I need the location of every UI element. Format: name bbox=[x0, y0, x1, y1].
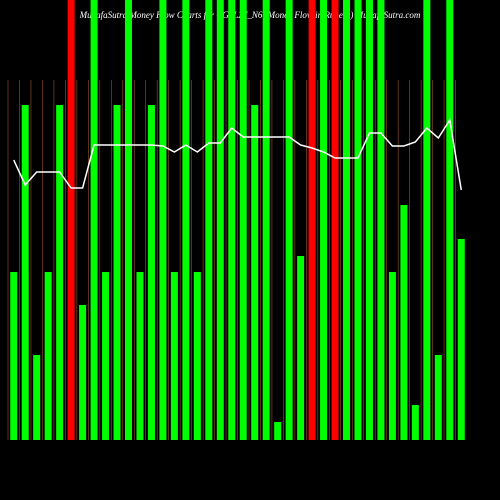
bar bbox=[159, 0, 167, 440]
bar bbox=[262, 0, 270, 440]
bar bbox=[274, 422, 282, 440]
bar bbox=[446, 0, 454, 440]
bar bbox=[21, 105, 29, 440]
bar bbox=[170, 272, 178, 440]
bar bbox=[193, 272, 201, 440]
bar bbox=[423, 0, 431, 440]
bar bbox=[239, 0, 247, 440]
bar bbox=[331, 0, 339, 440]
bar bbox=[365, 0, 373, 440]
chart-title: MunafaSutra Money Flow Charts for CGSL27… bbox=[79, 10, 421, 20]
bar bbox=[400, 205, 408, 440]
bar bbox=[67, 0, 75, 440]
bar bbox=[411, 405, 419, 440]
bar bbox=[136, 272, 144, 440]
bar bbox=[79, 305, 87, 440]
bar bbox=[343, 0, 351, 440]
money-flow-line bbox=[13, 117, 463, 191]
bar bbox=[44, 272, 52, 440]
bar bbox=[320, 0, 328, 440]
bar bbox=[377, 0, 385, 440]
bar bbox=[102, 272, 110, 440]
bar bbox=[147, 105, 155, 440]
bar bbox=[297, 256, 305, 440]
bar bbox=[285, 0, 293, 440]
bar bbox=[90, 0, 98, 440]
bar bbox=[182, 0, 190, 440]
bar bbox=[308, 0, 316, 440]
bar bbox=[113, 105, 121, 440]
bar bbox=[388, 272, 396, 440]
bar bbox=[457, 239, 465, 440]
bar bbox=[124, 0, 132, 440]
bar bbox=[354, 0, 362, 440]
bar bbox=[216, 0, 224, 440]
bar bbox=[251, 105, 259, 440]
bar bbox=[434, 355, 442, 440]
bar bbox=[228, 0, 236, 440]
bar bbox=[56, 105, 64, 440]
bar bbox=[10, 272, 18, 440]
bar bbox=[205, 0, 213, 440]
bar bbox=[33, 355, 41, 440]
